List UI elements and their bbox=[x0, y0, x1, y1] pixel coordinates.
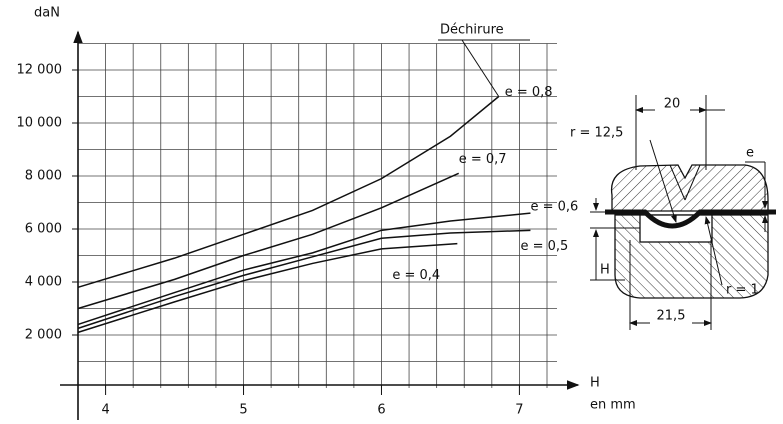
y-tick-label: 10 000 bbox=[17, 116, 63, 131]
series-line bbox=[77, 242, 458, 334]
die-split bbox=[684, 164, 701, 201]
legend-label: e = 0,4 bbox=[392, 268, 440, 283]
diagram-label: r = 1 bbox=[726, 283, 759, 298]
leader bbox=[704, 216, 723, 286]
y-tick-label: 4 000 bbox=[25, 275, 62, 290]
x-tick-label: 4 bbox=[101, 403, 109, 418]
legend-label: e = 0,7 bbox=[459, 152, 507, 167]
diagram-label: H bbox=[600, 263, 610, 278]
diagram-label: 21,5 bbox=[657, 309, 686, 324]
annotation-leader bbox=[461, 39, 500, 97]
legend-label: e = 0,6 bbox=[530, 200, 578, 215]
x-tick-label: 7 bbox=[515, 403, 523, 418]
legend-label: e = 0,8 bbox=[505, 85, 553, 100]
series-line bbox=[77, 95, 500, 289]
series-line bbox=[77, 229, 531, 330]
leader bbox=[649, 139, 677, 223]
x-tick-label: 5 bbox=[239, 403, 247, 418]
series-line bbox=[77, 212, 531, 326]
diagram-label: 20 bbox=[664, 97, 681, 112]
legend-label: e = 0,5 bbox=[520, 239, 568, 254]
x-axis-unit: en mm bbox=[590, 398, 636, 413]
sheet bbox=[605, 209, 776, 229]
x-axis-label: H bbox=[590, 376, 600, 391]
y-tick-label: 12 000 bbox=[17, 63, 63, 78]
annotation: Déchirure bbox=[440, 23, 504, 38]
diagram: 20 r = 12,5 e H 21,5 r = 1 bbox=[570, 95, 776, 330]
y-axis-label: daN bbox=[34, 6, 60, 21]
chart: 2 000 4 000 6 000 8 000 10 000 12 000 4 5 6 7 e = … bbox=[17, 23, 580, 420]
x-tick-label: 6 bbox=[377, 403, 385, 418]
y-tick-label: 2 000 bbox=[25, 328, 62, 343]
series-line bbox=[77, 172, 460, 310]
die-split bbox=[669, 164, 686, 201]
y-tick-label: 8 000 bbox=[25, 169, 62, 184]
y-tick-label: 6 000 bbox=[25, 222, 62, 237]
diagram-label: e bbox=[746, 146, 754, 161]
diagram-label: r = 12,5 bbox=[570, 126, 623, 141]
